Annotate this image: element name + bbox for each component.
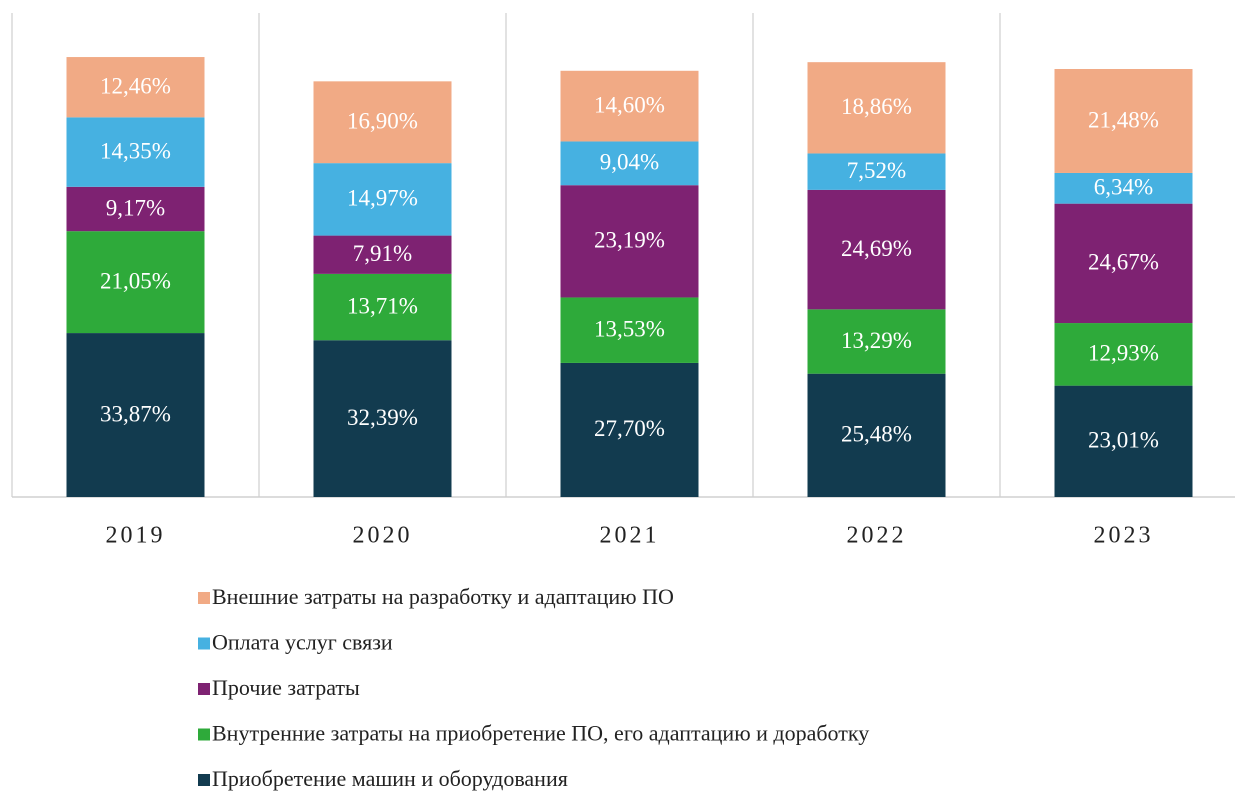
value-label: 7,52% <box>847 158 906 183</box>
value-label: 21,05% <box>100 268 171 293</box>
value-label: 18,86% <box>841 94 912 119</box>
value-label: 27,70% <box>594 416 665 441</box>
bar-segment <box>313 273 452 341</box>
value-label: 9,17% <box>106 195 165 220</box>
value-label: 23,19% <box>594 228 665 253</box>
bar-segment <box>66 333 205 497</box>
value-label: 13,29% <box>841 328 912 353</box>
bar-segment <box>66 117 205 187</box>
bar-segment <box>66 57 205 118</box>
bar-segment <box>807 309 946 374</box>
bar-segment <box>66 186 205 232</box>
value-label: 6,34% <box>1094 175 1153 200</box>
value-label: 24,67% <box>1088 250 1159 275</box>
legend-swatch <box>198 683 210 695</box>
x-tick-label: 2020 <box>353 523 413 549</box>
x-tick-label: 2023 <box>1094 523 1154 549</box>
bar-segment <box>1054 323 1193 386</box>
bar-segment <box>1054 203 1193 324</box>
bar-segment <box>1054 385 1193 497</box>
value-label: 9,04% <box>600 150 659 175</box>
legend-label: Прочие затраты <box>212 675 360 700</box>
legend-swatch <box>198 637 210 650</box>
bar-segment <box>313 163 452 236</box>
value-label: 21,48% <box>1088 107 1159 132</box>
bar-segment <box>1054 172 1193 204</box>
bar-segment <box>313 340 452 497</box>
value-label: 13,71% <box>347 293 418 318</box>
value-label: 7,91% <box>353 241 412 266</box>
bar-segment <box>560 185 699 298</box>
value-label: 12,93% <box>1088 341 1159 366</box>
value-label: 14,60% <box>594 92 665 117</box>
bar-segment <box>807 62 946 154</box>
legend-swatch <box>198 592 210 604</box>
value-label: 14,97% <box>347 186 418 211</box>
value-label: 24,69% <box>841 236 912 261</box>
legend-label: Оплата услуг связи <box>212 630 393 655</box>
bar-segment <box>560 141 699 186</box>
x-tick-label: 2021 <box>600 523 660 549</box>
x-tick-label: 2019 <box>106 523 166 549</box>
value-label: 32,39% <box>347 405 418 430</box>
bar-segment <box>560 362 699 497</box>
value-label: 16,90% <box>347 109 418 134</box>
value-label: 23,01% <box>1088 428 1159 453</box>
bar-segment <box>313 81 452 164</box>
value-label: 33,87% <box>100 401 171 426</box>
bar-segment <box>560 70 699 142</box>
legend-label: Приобретение машин и оборудования <box>212 766 568 791</box>
x-tick-label: 2022 <box>847 523 907 549</box>
bar-segment <box>560 297 699 363</box>
bar-segment <box>807 373 946 497</box>
value-label: 25,48% <box>841 422 912 447</box>
legend-label: Внутренние затраты на приобретение ПО, е… <box>212 721 869 746</box>
bar-segment <box>1054 68 1193 173</box>
bar-segment <box>807 153 946 190</box>
value-label: 14,35% <box>100 138 171 163</box>
bar-segment <box>313 235 452 274</box>
bar-segment <box>807 189 946 310</box>
value-label: 12,46% <box>100 73 171 98</box>
legend-label: Внешние затраты на разработку и адаптаци… <box>212 584 674 609</box>
legend-swatch <box>198 728 210 741</box>
value-label: 13,53% <box>594 316 665 341</box>
legend-swatch <box>198 774 210 786</box>
bar-segment <box>66 231 205 334</box>
